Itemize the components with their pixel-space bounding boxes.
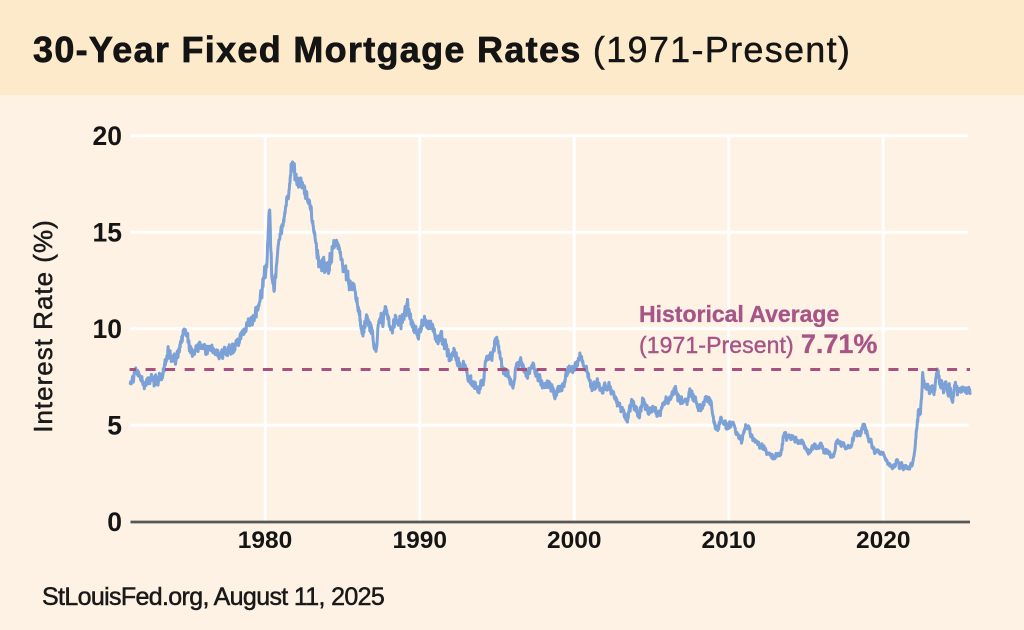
svg-text:2010: 2010 (701, 527, 756, 554)
svg-text:15: 15 (93, 218, 122, 248)
svg-text:1980: 1980 (238, 527, 293, 554)
svg-text:20: 20 (93, 121, 122, 151)
svg-text:5: 5 (107, 411, 122, 441)
svg-text:2020: 2020 (856, 527, 911, 554)
svg-text:0: 0 (107, 507, 122, 537)
svg-text:2000: 2000 (547, 527, 602, 554)
svg-text:1990: 1990 (392, 527, 447, 554)
svg-text:10: 10 (93, 314, 122, 344)
